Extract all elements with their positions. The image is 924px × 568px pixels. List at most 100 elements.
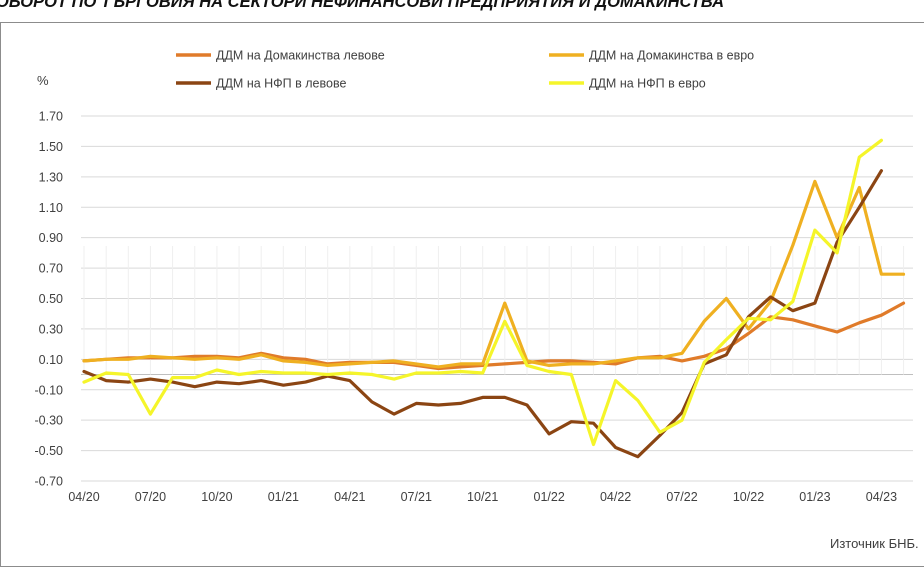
data-point [681, 419, 683, 421]
series-2 [82, 179, 906, 369]
x-tick-label: 01/21 [268, 490, 299, 504]
x-tick-label: 10/22 [733, 490, 764, 504]
legend-label: ДДМ на Домакинства левове [216, 49, 385, 63]
data-point [459, 366, 462, 368]
data-point [504, 302, 506, 304]
data-point [725, 353, 728, 356]
series-4 [82, 138, 884, 447]
data-point [127, 373, 130, 376]
data-point [371, 361, 373, 364]
data-point [83, 360, 85, 362]
y-tick-label: 0.70 [39, 262, 63, 276]
data-point [902, 302, 905, 304]
line-chart: 1.70 1.50 1.30 1.10 0.90 0.70 0.50 0.30 0.10 -0.1… [35, 49, 919, 552]
data-point [792, 309, 794, 312]
x-tick-label: 07/22 [666, 490, 697, 504]
x-tick-label: 07/21 [401, 490, 432, 504]
gridlines [81, 115, 913, 482]
data-point [858, 322, 861, 324]
data-point [681, 411, 683, 414]
data-point [171, 357, 174, 359]
data-point [858, 206, 861, 209]
x-tick-label: 01/23 [799, 490, 830, 504]
legend-label: ДДМ на НФП в евро [589, 77, 706, 91]
data-point [504, 363, 506, 365]
source-note: Източник БНБ. [830, 536, 919, 551]
data-point [836, 252, 838, 254]
data-point [83, 381, 85, 383]
x-tick-label: 01/22 [534, 490, 565, 504]
month-ticks [83, 246, 905, 375]
data-point [747, 332, 750, 335]
legend: ДДМ на Домакинства левове ДДМ на Домакинс… [176, 49, 754, 91]
chart-title: ОБОРОТ ПО ТЪРГОВИЯ НА СЕКТОРИ НЕФИНАНСОВ… [0, 0, 725, 11]
data-point [880, 314, 883, 317]
legend-entry: ДДМ на НФП в левове [176, 77, 346, 91]
y-tick-label: -0.10 [35, 383, 64, 397]
data-point [193, 385, 196, 388]
data-point [326, 364, 329, 367]
data-point [548, 370, 550, 373]
data-point [216, 357, 218, 359]
data-point [703, 355, 705, 358]
x-tick-label: 04/21 [334, 490, 365, 504]
data-point [836, 241, 838, 244]
data-point [393, 413, 395, 415]
data-point [792, 318, 794, 321]
chart-frame: 1.70 1.50 1.30 1.10 0.90 0.70 0.50 0.30 0.10 -0.1… [0, 22, 924, 567]
data-point [681, 352, 683, 355]
data-point [526, 364, 528, 367]
data-point [769, 315, 772, 318]
data-point [858, 186, 861, 189]
data-point [792, 300, 794, 303]
x-tick-label: 07/20 [135, 490, 166, 504]
x-tick-label: 10/20 [201, 490, 232, 504]
data-point [304, 381, 307, 383]
legend-label: ДДМ на Домакинства в евро [589, 49, 754, 63]
data-point [636, 399, 639, 402]
data-point [659, 431, 661, 434]
data-point [725, 347, 728, 350]
x-axis-tick-labels: 04/20 07/20 10/20 01/21 04/21 07/21 10/21 01/22… [68, 490, 897, 504]
data-point [238, 382, 240, 385]
data-point [238, 358, 240, 361]
data-point [149, 355, 152, 358]
data-point [481, 396, 484, 399]
data-point [769, 300, 772, 303]
data-point [504, 320, 506, 323]
data-point [238, 373, 240, 376]
data-point [349, 379, 351, 382]
series-line [82, 179, 906, 369]
series-lines [82, 138, 906, 459]
data-point [703, 320, 705, 323]
data-point [836, 331, 838, 333]
data-point [83, 370, 85, 373]
legend-entry: ДДМ на Домакинства левове [176, 49, 385, 63]
data-point [193, 355, 196, 358]
legend-entry: ДДМ на Домакинства в евро [549, 49, 754, 63]
data-point [193, 376, 196, 379]
data-point [127, 358, 130, 361]
data-point [902, 273, 905, 275]
data-point [260, 379, 263, 382]
data-point [880, 169, 883, 172]
data-point [415, 402, 418, 405]
data-point [725, 338, 728, 341]
data-point [393, 378, 395, 380]
data-point [481, 372, 484, 374]
data-point [814, 180, 816, 183]
data-point [636, 357, 639, 359]
data-point [105, 372, 107, 374]
data-point [282, 357, 285, 359]
data-point [880, 139, 883, 142]
data-point [814, 325, 816, 327]
data-point [858, 156, 861, 158]
data-point [747, 317, 750, 320]
y-axis-label: % [37, 73, 49, 88]
x-tick-label: 04/22 [600, 490, 631, 504]
data-point [570, 363, 573, 365]
data-point [880, 273, 883, 275]
data-point [459, 363, 462, 365]
data-point [548, 364, 550, 367]
data-point [127, 381, 130, 383]
